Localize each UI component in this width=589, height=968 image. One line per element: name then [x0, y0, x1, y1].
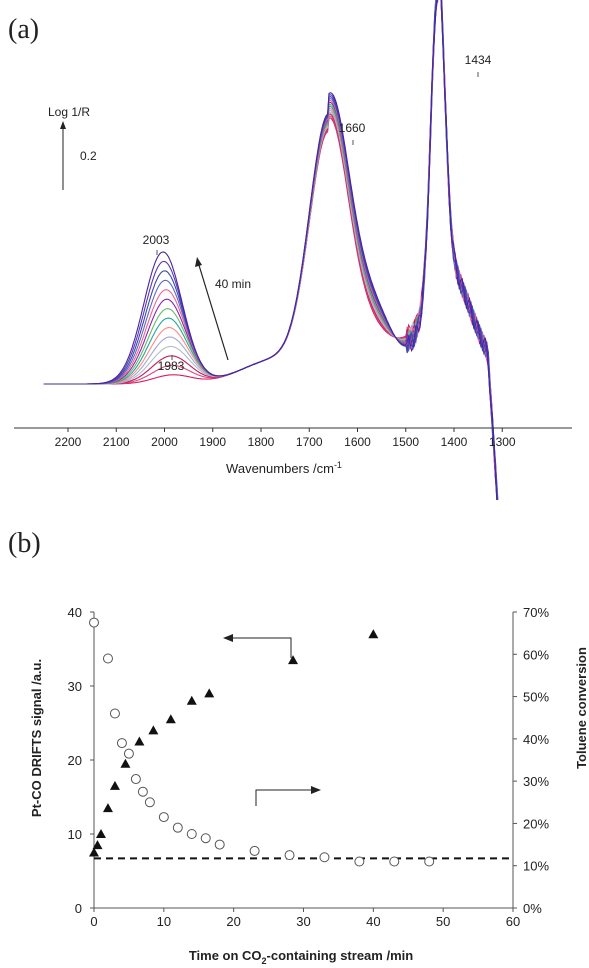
toluene-conversion-point: [354, 856, 365, 867]
time-arrow: [195, 257, 229, 361]
toluene-conversion-point: [200, 833, 211, 844]
y-right-tick-label: 30%: [523, 774, 549, 789]
left-y-axis-title: Pt-CO DRIFTS signal /a.u.: [29, 659, 44, 817]
x-tick-label: 1900: [199, 435, 226, 449]
spectrum-line: [43, 0, 498, 500]
panel-label-a: (a): [8, 14, 40, 45]
toluene-conversion-point: [137, 786, 148, 797]
x-tick-label: 10: [157, 914, 171, 929]
pt-co-signal-point: [89, 847, 99, 857]
y-left-tick-label: 40: [68, 605, 82, 620]
toluene-conversion-point: [123, 748, 134, 759]
peak-label-1983: 1983: [158, 359, 185, 373]
y-axis-label: Log 1/R: [48, 105, 90, 119]
x-tick-label: 60: [506, 914, 520, 929]
toluene-conversion-point: [89, 617, 99, 628]
x-axis-title: Time on CO2-containing stream /min: [189, 948, 413, 966]
time-arrow-label: 40 min: [215, 277, 251, 291]
y-right-tick-label: 60%: [523, 647, 549, 662]
time-chart-points: [89, 617, 435, 867]
x-tick-label: 40: [366, 914, 380, 929]
x-tick-label: 2200: [55, 435, 82, 449]
y-right-tick-label: 10%: [523, 859, 549, 874]
x-tick-label: 1400: [441, 435, 468, 449]
peak-label-1434: 1434: [465, 53, 492, 67]
pt-co-signal-point: [120, 758, 131, 768]
x-tick-label: 1600: [344, 435, 371, 449]
y-right-tick-label: 20%: [523, 816, 549, 831]
peak-label-2003: 2003: [143, 233, 170, 247]
y-right-tick-label: 40%: [523, 732, 549, 747]
y-right-tick-label: 70%: [523, 605, 549, 620]
pt-co-signal-point: [148, 725, 159, 735]
pt-co-signal-point: [165, 714, 176, 724]
pt-co-signal-point: [186, 695, 197, 705]
y-left-tick-label: 0: [75, 901, 82, 916]
panel-label-b: (b): [8, 528, 41, 559]
toluene-conversion-point: [186, 829, 197, 839]
toluene-conversion-point: [109, 708, 120, 719]
pt-co-signal-point: [95, 829, 106, 838]
toluene-conversion-point: [424, 856, 435, 867]
toluene-conversion-point: [389, 856, 400, 867]
y-left-tick-label: 10: [68, 827, 82, 842]
spectra-x-axis: 2200 2100 2000 1900 1800 1700 1600 1500 1400 1300: [14, 427, 572, 449]
y-right-tick-label: 0%: [523, 901, 542, 916]
toluene-conversion-point: [130, 774, 141, 785]
y-left-tick-label: 30: [68, 679, 82, 694]
x-tick-label: 30: [296, 914, 310, 929]
left-axis-arrow: [223, 634, 292, 658]
scale-bar-label: 0.2: [80, 149, 97, 163]
toluene-conversion-point: [116, 738, 127, 749]
toluene-conversion-point: [102, 653, 113, 664]
pt-co-signal-point: [288, 655, 299, 665]
right-y-axis-title: Toluene conversion: [574, 647, 589, 769]
x-tick-label: 1800: [248, 435, 275, 449]
x-axis-title-subscript: 2: [262, 956, 267, 966]
x-tick-label: 50: [436, 914, 450, 929]
spectra-series-group: [43, 0, 499, 500]
toluene-conversion-point: [214, 839, 225, 850]
pt-co-signal-point: [109, 780, 120, 790]
toluene-conversion-point: [319, 852, 330, 863]
pt-co-signal-point: [102, 803, 113, 813]
pt-co-signal-point: [368, 629, 379, 639]
toluene-conversion-point: [144, 797, 155, 808]
toluene-conversion-point: [284, 850, 295, 861]
x-tick-label: 2000: [151, 435, 178, 449]
x-axis-title-superscript: -1: [334, 460, 342, 470]
toluene-conversion-point: [172, 822, 183, 833]
x-tick-label: 0: [90, 914, 97, 929]
y-right-tick-label: 50%: [523, 690, 549, 705]
toluene-conversion-point: [158, 812, 169, 823]
pt-co-signal-point: [134, 736, 145, 746]
right-axis-arrow: [255, 786, 321, 806]
x-tick-label: 1300: [489, 435, 516, 449]
peak-tick-marks: [156, 72, 479, 360]
pt-co-signal-point: [204, 688, 215, 698]
x-tick-label: 1700: [296, 435, 323, 449]
toluene-conversion-point: [249, 845, 260, 856]
x-axis-title: Wavenumbers /cm-1: [226, 460, 342, 476]
y-left-tick-label: 20: [68, 753, 82, 768]
peak-label-1660: 1660: [339, 121, 366, 135]
x-tick-label: 20: [226, 914, 240, 929]
pt-co-signal-point: [92, 840, 103, 850]
time-chart-axes: 0 10 20 30 40 50 60 0 10 20 30 40 0% 10% 20% 30% 40% 50% 6…: [68, 605, 550, 929]
x-tick-label: 2100: [103, 435, 130, 449]
scale-bar: [60, 121, 66, 190]
spectra-chart: 2200 2100 2000 1900 1800 1700 1600 1500 1400 1300…: [14, 0, 572, 500]
x-tick-label: 1500: [392, 435, 419, 449]
